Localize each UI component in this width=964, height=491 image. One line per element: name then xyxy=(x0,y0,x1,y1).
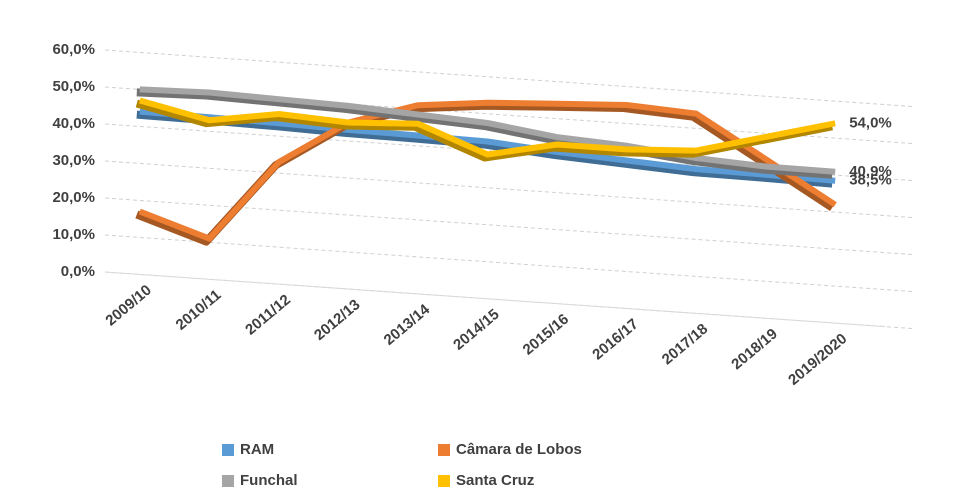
y-tick-label: 30,0% xyxy=(52,152,95,169)
data-label: 38,5% xyxy=(849,172,892,189)
grid-line xyxy=(104,123,916,182)
x-tick-label: 2015/16 xyxy=(520,311,572,359)
series-line-shadow xyxy=(136,88,833,179)
x-tick-label: 2018/19 xyxy=(728,325,780,373)
legend-swatch xyxy=(222,475,234,487)
series-line xyxy=(138,99,837,242)
grid-line xyxy=(104,49,916,108)
x-tick-label: 2019/2020 xyxy=(785,330,850,389)
x-tick-label: 2009/10 xyxy=(102,282,154,330)
series-line xyxy=(139,86,836,175)
x-tick-label: 2016/17 xyxy=(589,316,641,364)
x-tick-label: 2012/13 xyxy=(311,296,363,344)
data-label: 40,9% xyxy=(849,163,892,180)
x-tick-label: 2011/12 xyxy=(242,291,294,338)
series-line-shadow xyxy=(136,110,833,188)
legend-swatch xyxy=(438,444,450,456)
legend-swatch xyxy=(438,475,450,487)
y-tick-label: 60,0% xyxy=(52,41,95,58)
data-label: 54,0% xyxy=(849,114,892,131)
legend-label: Funchal xyxy=(240,472,298,489)
legend-swatch xyxy=(222,444,234,456)
y-tick-label: 0,0% xyxy=(61,263,95,280)
y-tick-label: 20,0% xyxy=(52,189,95,206)
x-tick-label: 2013/14 xyxy=(381,301,434,349)
x-tick-label: 2014/15 xyxy=(450,306,502,354)
legend-label: RAM xyxy=(240,441,274,458)
legend-label: Câmara de Lobos xyxy=(456,441,582,458)
grid-line xyxy=(104,197,916,256)
grid-line xyxy=(104,234,916,293)
legend-label: Santa Cruz xyxy=(456,472,534,489)
grid-line xyxy=(104,160,916,219)
y-tick-label: 10,0% xyxy=(52,226,95,243)
x-axis xyxy=(104,271,886,328)
x-tick-label: 2010/11 xyxy=(173,286,225,333)
y-tick-label: 50,0% xyxy=(52,78,95,95)
y-tick-label: 40,0% xyxy=(52,115,95,132)
series-line xyxy=(138,97,836,158)
x-tick-label: 2017/18 xyxy=(659,320,711,368)
